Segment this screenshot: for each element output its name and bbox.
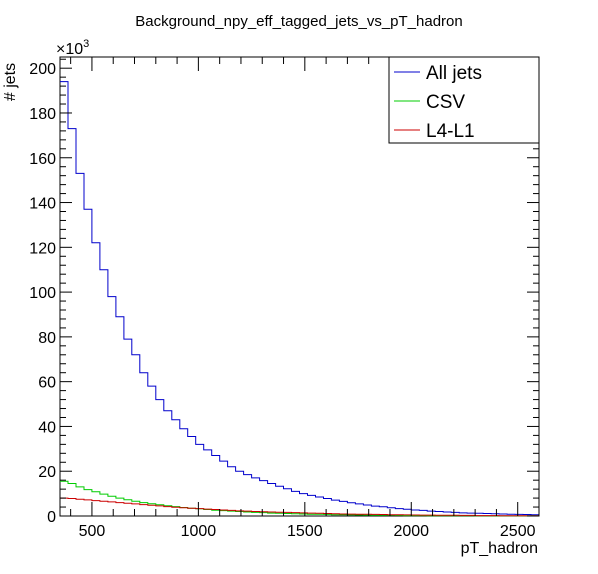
legend-label: CSV: [426, 92, 465, 113]
y-axis: 0 20 40 60 80 100 120 140 160 180 200: [29, 58, 539, 526]
series-line-1: [60, 81, 539, 516]
x-tick-label: 500: [79, 523, 106, 540]
y-tick-label: 100: [29, 285, 56, 302]
y-tick-label: 200: [29, 61, 56, 78]
x-tick-label: 1500: [287, 523, 323, 540]
y-tick-label: 60: [38, 375, 56, 392]
x-tick-label: 2000: [393, 523, 429, 540]
y-tick-label: 0: [47, 509, 56, 526]
legend: All jets CSV L4-L1: [388, 56, 540, 144]
plot-area: [59, 56, 540, 517]
legend-box: [388, 56, 540, 144]
y-tick-label: 160: [29, 151, 56, 168]
y-tick-label: 140: [29, 196, 56, 213]
y-tick-label: 40: [38, 419, 56, 436]
x-axis-label: pT_hadron: [461, 540, 538, 557]
chart-title: Background_npy_eff_tagged_jets_vs_pT_had…: [135, 13, 462, 30]
x-tick-label: 2500: [500, 523, 536, 540]
y-axis-label: # jets: [2, 63, 19, 101]
y-tick-label: 80: [38, 330, 56, 347]
y-multiplier: ×103: [56, 38, 89, 58]
y-tick-label: 180: [29, 106, 56, 123]
legend-label: All jets: [426, 63, 482, 84]
y-multiplier-base: ×10: [56, 41, 83, 58]
y-multiplier-exponent: 3: [83, 38, 89, 50]
y-tick-label: 120: [29, 240, 56, 257]
y-tick-label: 20: [38, 464, 56, 481]
x-tick-label: 1000: [181, 523, 217, 540]
plot-frame: [59, 56, 540, 517]
legend-label: L4-L1: [426, 121, 475, 142]
